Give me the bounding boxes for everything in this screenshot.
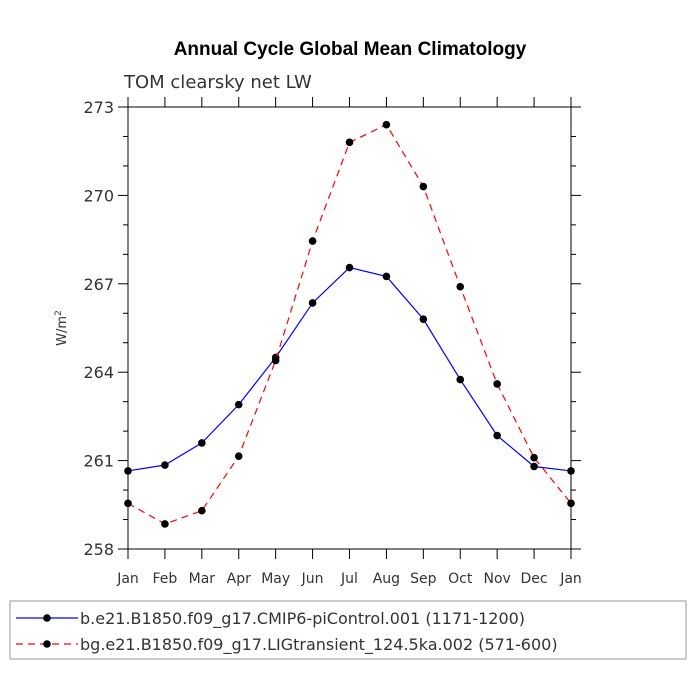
legend-marker-1 xyxy=(43,614,51,622)
y-tick-label: 273 xyxy=(83,98,114,117)
plot-area xyxy=(124,120,575,528)
y-axis-label-superscript: 2 xyxy=(54,310,64,316)
y-tick-label: 264 xyxy=(83,363,114,382)
series-1-point xyxy=(419,315,428,323)
y-axis-label-text: W/m xyxy=(55,316,70,346)
series-2-point xyxy=(419,182,428,191)
legend-label-2: bg.e21.B1850.f09_g17.LIGtransient_124.5k… xyxy=(80,635,558,655)
series-2-point xyxy=(345,138,354,147)
legend: b.e21.B1850.f09_g17.CMIP6-piControl.001 … xyxy=(16,609,558,655)
x-tick-label: May xyxy=(261,571,290,587)
legend-box xyxy=(9,600,687,660)
series-1-point xyxy=(530,462,538,471)
series-2-point xyxy=(530,453,538,462)
series-1-point xyxy=(161,461,169,469)
series-line-2 xyxy=(127,123,572,525)
series-2-point xyxy=(308,237,317,245)
chart-title: Annual Cycle Global Mean Climatology xyxy=(174,39,527,60)
x-tick-label: Mar xyxy=(189,571,216,587)
y-tick-label: 261 xyxy=(83,452,114,471)
x-tick-label: Sep xyxy=(410,571,437,587)
plot-frame xyxy=(127,106,572,550)
x-tick-label: Aug xyxy=(373,571,400,587)
series-1-point xyxy=(493,431,501,440)
series-1-point xyxy=(456,375,465,384)
legend-label-1: b.e21.B1850.f09_g17.CMIP6-piControl.001 … xyxy=(80,609,525,629)
series-1-point xyxy=(308,299,317,307)
x-tick-label: Jan xyxy=(559,571,582,587)
series-2-point xyxy=(198,506,206,515)
series-2-point xyxy=(161,520,169,528)
x-tick-label: Nov xyxy=(484,571,511,587)
x-tick-label: Feb xyxy=(153,571,178,587)
legend-marker-2 xyxy=(43,640,51,648)
y-tick-label: 258 xyxy=(83,540,114,559)
series-1-point xyxy=(234,400,243,409)
series-line-1 xyxy=(127,266,572,472)
axes: 258 261 264 267 270 273 Jan Feb Mar Apr May Jun Jul A… xyxy=(83,97,582,587)
series-1-point xyxy=(198,439,206,447)
x-tick-label: Oct xyxy=(448,571,473,587)
series-1-point xyxy=(382,272,391,281)
x-tick-label: Apr xyxy=(227,571,251,587)
series-2-point xyxy=(493,380,501,388)
series-2-point xyxy=(382,120,391,129)
x-tick-label: Jul xyxy=(340,571,358,587)
series-2-point xyxy=(234,452,243,460)
series-2-point xyxy=(456,282,465,291)
chart-subtitle: TOM clearsky net LW xyxy=(123,72,312,93)
series-2-point xyxy=(271,356,280,365)
series-1-point xyxy=(345,263,354,272)
x-tick-label: Jun xyxy=(301,571,324,587)
y-tick-label: 267 xyxy=(83,275,114,294)
x-tick-label: Jan xyxy=(116,571,139,587)
y-axis-label: W/m2 xyxy=(54,310,70,346)
x-tick-label: Dec xyxy=(521,571,548,587)
y-tick-label: 270 xyxy=(83,186,114,205)
